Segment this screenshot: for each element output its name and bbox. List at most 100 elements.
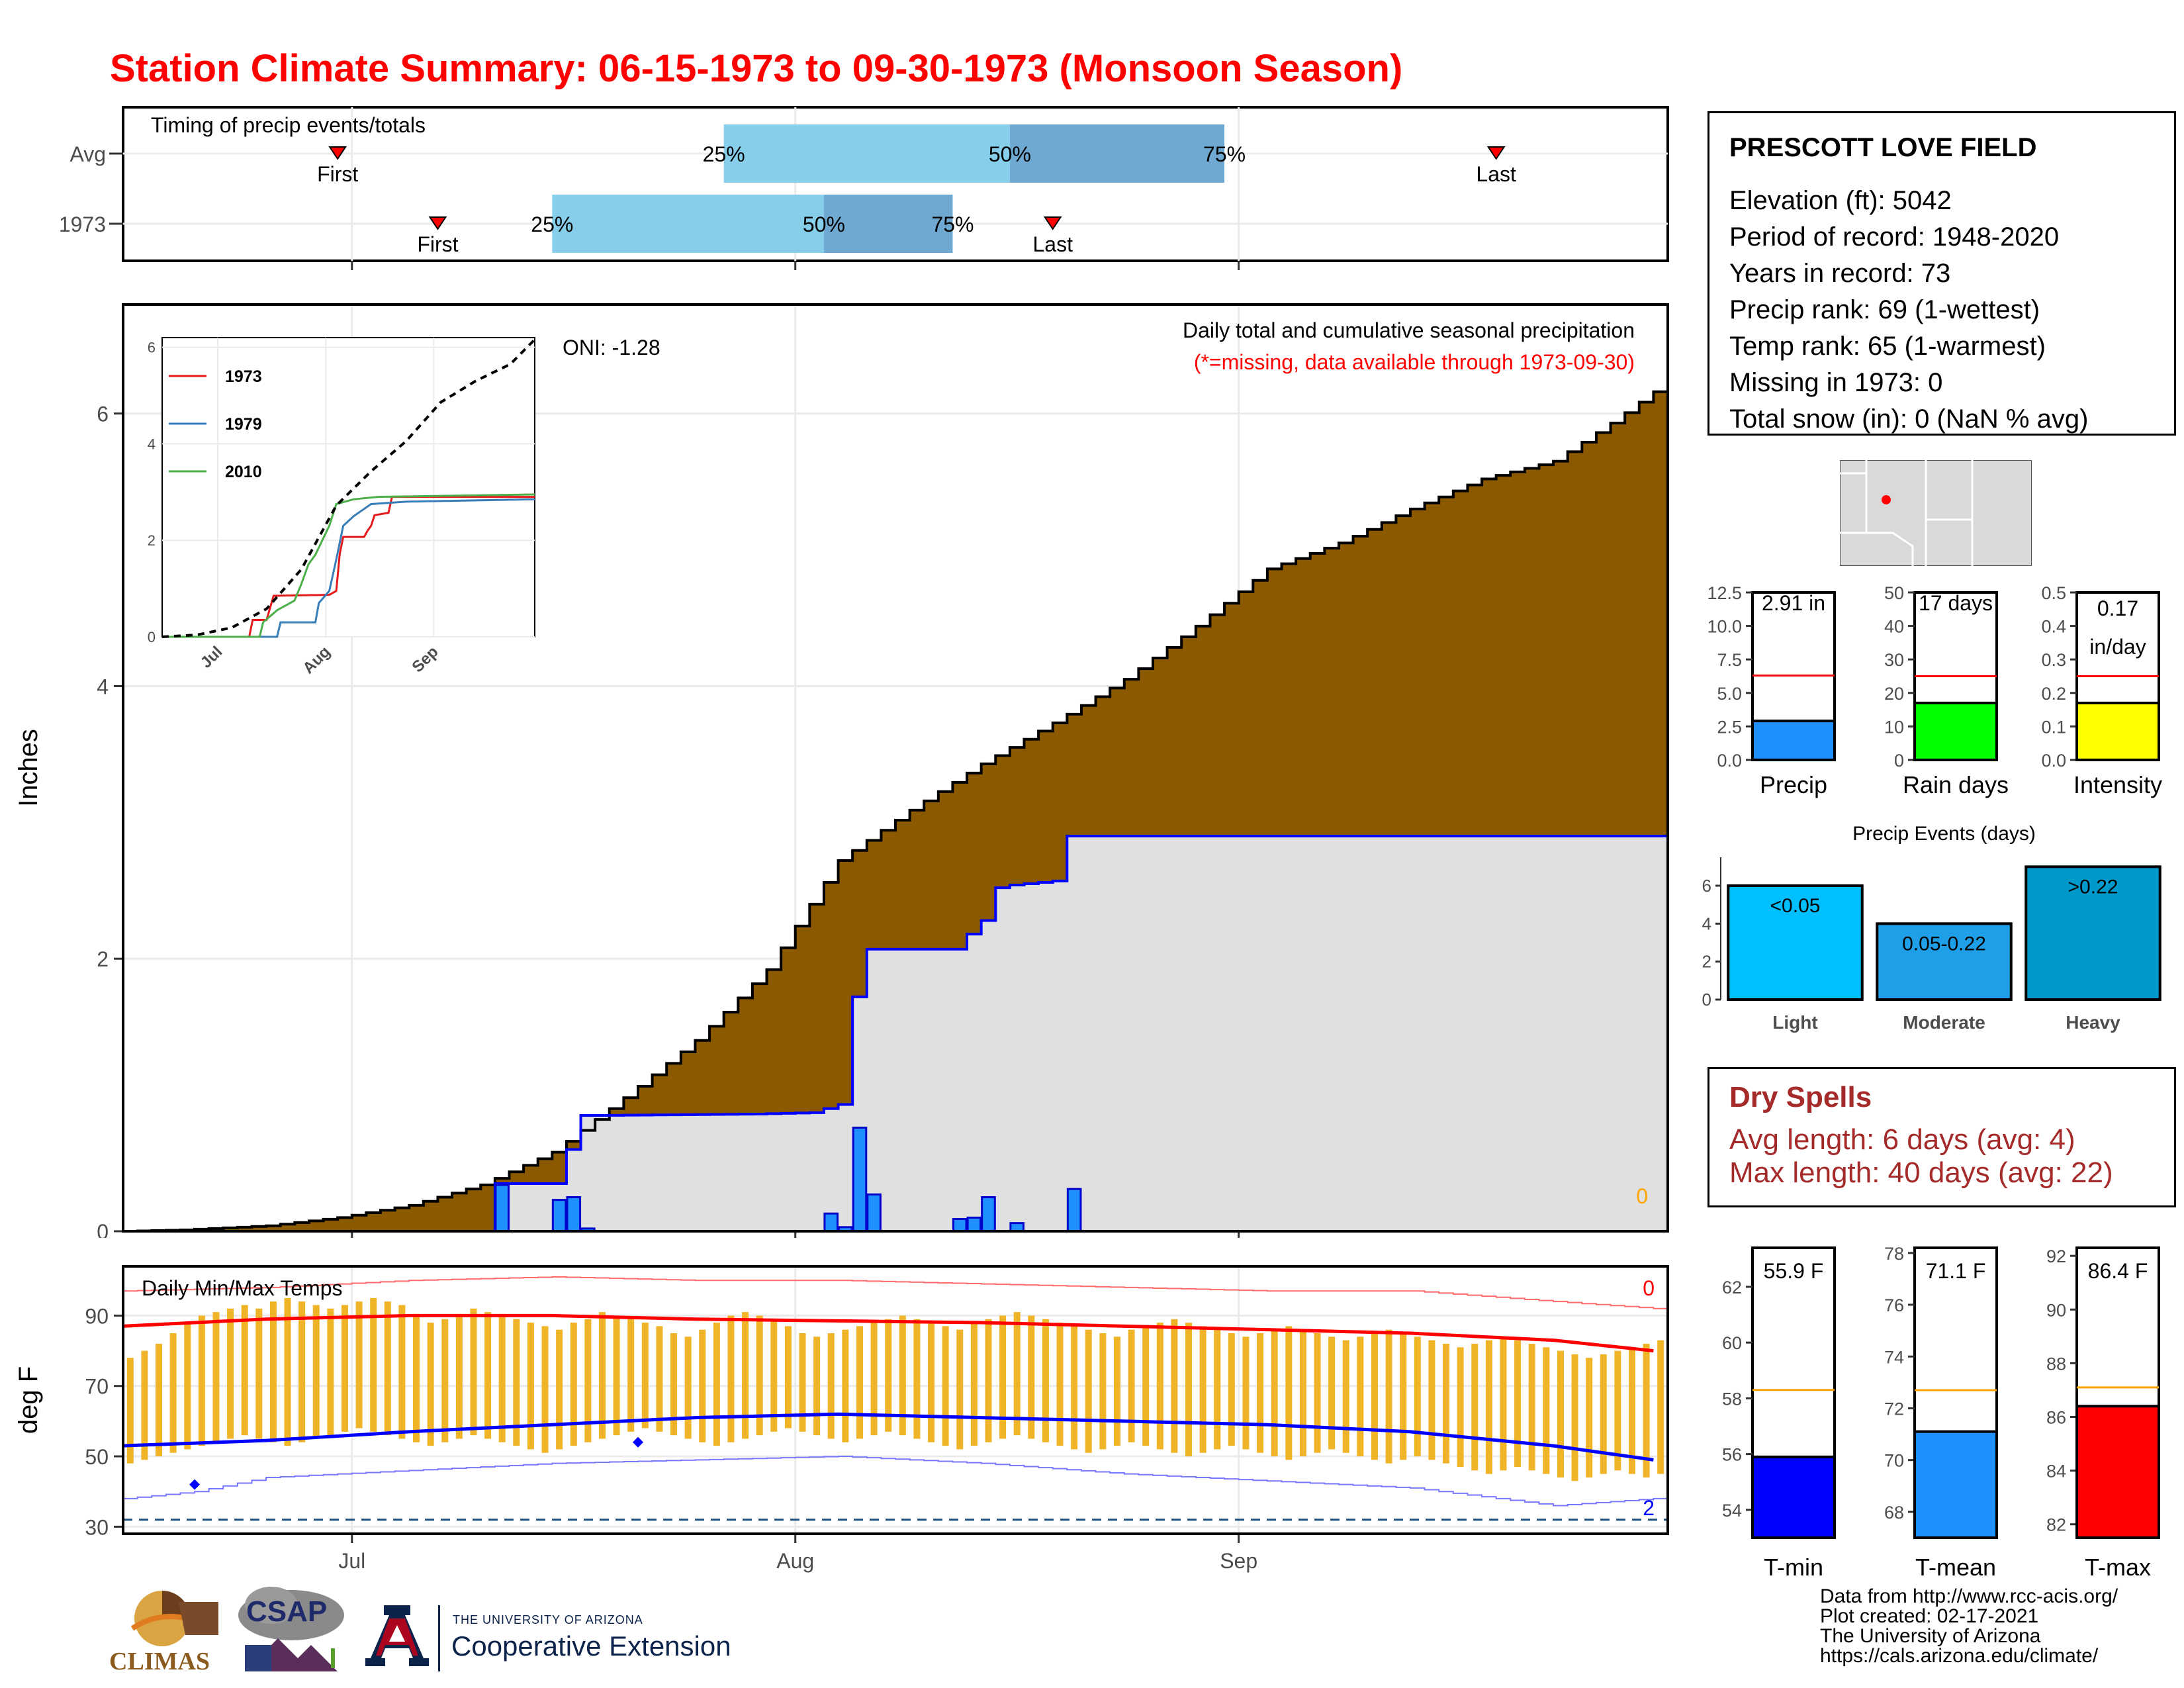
timing-first-marker	[328, 146, 347, 160]
daily-precip-bar	[852, 1127, 868, 1233]
daily-temp-bar	[1099, 1333, 1107, 1450]
timing-last-marker	[1486, 146, 1506, 160]
daily-temp-bar	[484, 1312, 492, 1439]
temps-frame	[122, 1265, 1669, 1535]
gauge-ytick-label: 30	[1884, 650, 1904, 670]
station-snow: Total snow (in): 0 (NaN % avg)	[1729, 404, 2089, 434]
daily-temp-bar	[641, 1323, 649, 1429]
gauge-ytick-label: 0.0	[2041, 751, 2066, 771]
events-ytick-label: 0	[1702, 990, 1711, 1009]
daily-temp-bar	[1113, 1336, 1120, 1446]
locator-map	[1840, 460, 2032, 566]
daily-temp-bar	[985, 1319, 992, 1442]
ua-logo-small-text: THE UNIVERSITY OF ARIZONA	[453, 1613, 643, 1626]
daily-temp-bar	[1485, 1340, 1492, 1474]
daily-temp-bar	[498, 1315, 506, 1442]
timing-first-label: First	[417, 232, 458, 256]
gauge-value-label: 86.4 F	[2088, 1259, 2148, 1283]
daily-temp-bar	[684, 1336, 692, 1439]
daily-temp-bar	[527, 1323, 534, 1450]
timing-q25-q50-bar	[723, 124, 1010, 183]
daily-temp-bar	[212, 1312, 220, 1442]
gauge-ytick-label: 12.5	[1707, 583, 1742, 603]
temps-record-min-missing: 2	[1643, 1496, 1655, 1520]
avg-min-line	[122, 1412, 1654, 1462]
gauge-precip: 0.0 2.5 5.0 7.5 10.0 12.5 2.91 in Precip	[1707, 583, 1836, 798]
gauge-ytick-label: 10.0	[1707, 617, 1742, 637]
events-ytick-label: 2	[1702, 952, 1711, 972]
timing-first-label: First	[317, 162, 358, 186]
daily-temp-bar	[1643, 1343, 1650, 1477]
daily-temp-bar	[1443, 1343, 1450, 1464]
gauge-ytick-label: 84	[2046, 1462, 2066, 1481]
gauge-category-label: T-mean	[1915, 1554, 1996, 1579]
gauge-value-bar	[2075, 701, 2160, 761]
timing-q25-label: 25%	[703, 142, 745, 166]
daily-temp-bar	[827, 1333, 835, 1439]
daily-temp-bar	[1342, 1340, 1349, 1453]
station-precip-rank: Precip rank: 69 (1-wettest)	[1729, 295, 2040, 324]
timing-chart: Timing of precip events/totals Avg 25% 50% 7…	[59, 106, 1669, 270]
daily-temp-bar	[699, 1329, 706, 1442]
gauge-ytick-label: 0	[1894, 751, 1904, 771]
daily-temp-bar	[1586, 1358, 1593, 1477]
gauge-ytick-label: 76	[1884, 1295, 1904, 1315]
daily-temp-bar	[1242, 1336, 1250, 1450]
inset-legend-label: 1973	[225, 367, 262, 386]
daily-precip-bar	[966, 1216, 982, 1233]
daily-temp-bar	[169, 1333, 177, 1453]
temps-xtick-label: Aug	[776, 1549, 814, 1573]
gauge-value-bar	[1751, 1455, 1836, 1539]
daily-temp-bar	[928, 1323, 935, 1442]
inset-frame	[161, 337, 535, 637]
events-category-label: Moderate	[1903, 1012, 1985, 1033]
precip-title: Daily total and cumulative seasonal prec…	[1183, 318, 1635, 342]
temps-record-max-missing: 0	[1643, 1276, 1655, 1300]
timing-last-label: Last	[1032, 232, 1073, 256]
daily-temp-bar	[1457, 1347, 1464, 1467]
daily-temp-bar	[1543, 1347, 1550, 1474]
timing-row-label: 1973	[59, 212, 106, 236]
daily-temp-bar	[1428, 1340, 1435, 1460]
daily-temp-bar	[756, 1315, 763, 1436]
daily-temp-bar	[1142, 1326, 1150, 1446]
daily-precip-bar	[981, 1196, 996, 1233]
daily-temp-bar	[1199, 1326, 1206, 1453]
daily-temp-bar	[241, 1305, 248, 1436]
temps-ytick-label: 30	[85, 1515, 109, 1539]
daily-temp-bar	[885, 1319, 892, 1432]
timing-q50-label: 50%	[989, 142, 1031, 166]
daily-temp-bar	[126, 1358, 134, 1464]
gauge-ytick-label: 2.5	[1717, 717, 1742, 737]
events-bar	[1876, 922, 2013, 1001]
daily-temp-bar	[1185, 1323, 1193, 1457]
footer-data-source: Data from http://www.rcc-acis.org/	[1820, 1585, 2118, 1607]
csap-logo	[238, 1587, 344, 1671]
station-period: Period of record: 1948-2020	[1729, 222, 2060, 252]
timing-title: Timing of precip events/totals	[151, 113, 426, 137]
gauge-ytick-label: 10	[1884, 717, 1904, 737]
daily-temp-bar	[670, 1333, 678, 1436]
timing-q75-label: 75%	[1203, 142, 1246, 166]
gauge-ytick-label: 88	[2046, 1354, 2066, 1374]
daily-precip-bar	[823, 1212, 839, 1233]
gauge-value-bar	[2075, 1405, 2160, 1539]
inset-ytick-label: 6	[148, 340, 156, 356]
precip-ylabel: Inches	[14, 729, 43, 807]
daily-temp-bar	[198, 1315, 205, 1446]
daily-temp-bar	[1528, 1343, 1535, 1471]
daily-precip-bar	[866, 1193, 882, 1233]
daily-temp-bar	[1471, 1343, 1479, 1471]
daily-temp-bar	[269, 1301, 277, 1442]
climas-logo	[130, 1591, 218, 1646]
daily-temp-bar	[1285, 1326, 1293, 1460]
gauge-ytick-label: 20	[1884, 684, 1904, 704]
timing-q75-label: 75%	[931, 212, 974, 236]
daily-temp-bar	[1085, 1329, 1092, 1453]
gauge-category-label: T-max	[2085, 1554, 2151, 1579]
daily-temp-bar	[1657, 1340, 1664, 1474]
ua-logo-divider	[438, 1605, 440, 1671]
daily-precip-bar	[566, 1196, 582, 1233]
daily-temp-bar	[1628, 1347, 1635, 1474]
csap-logo-text: CSAP	[246, 1595, 328, 1628]
